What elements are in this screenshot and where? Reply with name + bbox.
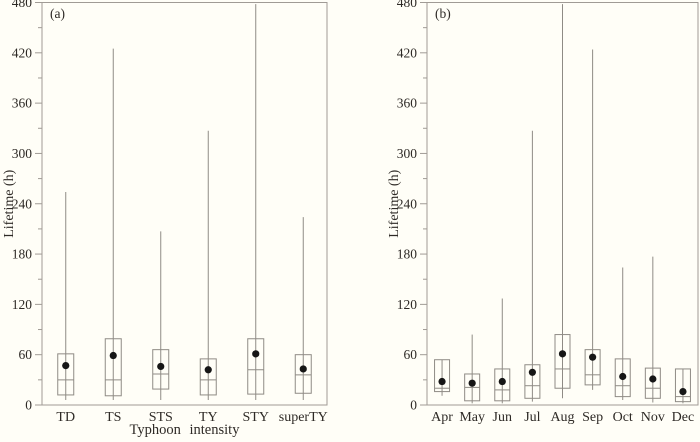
- x-category-label: STS: [149, 410, 173, 425]
- mean-dot: [589, 353, 597, 361]
- y-tick-label: 420: [12, 45, 33, 60]
- y-tick-label: 240: [397, 196, 418, 211]
- x-category-label: Jul: [524, 410, 540, 425]
- x-category-label: Nov: [641, 410, 665, 425]
- x-category-label: May: [459, 410, 485, 425]
- iqr-box: [584, 349, 601, 386]
- iqr-box: [247, 338, 265, 395]
- mean-dot: [498, 377, 506, 386]
- mean-dot: [252, 350, 260, 358]
- panel-label: (a): [50, 6, 65, 21]
- mean-dot: [679, 387, 687, 396]
- mean-dot: [109, 351, 117, 360]
- iqr-box: [434, 359, 451, 393]
- x-category-label: Dec: [672, 410, 695, 425]
- y-tick-label: 480: [397, 0, 418, 10]
- y-tick-label: 360: [397, 96, 418, 111]
- x-axis-title: Typhoon intensity: [130, 422, 241, 437]
- y-axis-title: Lifetime (h): [387, 169, 402, 237]
- y-axis-title: Lifetime (h): [2, 169, 17, 237]
- iqr-box: [104, 338, 122, 397]
- x-category-label: TS: [105, 410, 121, 425]
- iqr-box: [554, 334, 571, 389]
- iqr-box: [57, 353, 75, 396]
- x-category-label: TD: [56, 410, 75, 425]
- mean-dot: [528, 368, 536, 376]
- x-category-label: superTY: [279, 410, 328, 425]
- iqr-box: [644, 367, 661, 399]
- panel-label: (b): [435, 6, 451, 21]
- y-tick-label: 240: [12, 196, 33, 211]
- y-tick-label: 60: [19, 347, 33, 362]
- iqr-box: [152, 349, 170, 390]
- mean-dot: [558, 350, 567, 358]
- mean-dot: [649, 375, 657, 383]
- iqr-box: [674, 368, 691, 403]
- y-tick-label: 120: [12, 297, 33, 312]
- iqr-box: [199, 358, 217, 396]
- x-category-label: STY: [243, 410, 269, 425]
- y-tick-label: 120: [397, 297, 418, 312]
- x-category-label: Aug: [550, 410, 574, 425]
- y-tick-label: 0: [25, 398, 32, 413]
- y-tick-label: 420: [397, 45, 418, 60]
- x-category-label: Oct: [613, 410, 633, 425]
- x-category-label: Jun: [493, 410, 512, 425]
- y-tick-label: 60: [404, 347, 418, 362]
- iqr-box: [494, 368, 511, 402]
- y-tick-label: 180: [397, 247, 418, 262]
- iqr-box: [524, 364, 541, 399]
- y-tick-label: 0: [410, 398, 417, 413]
- mean-dot: [438, 377, 446, 386]
- y-tick-label: 300: [12, 146, 33, 161]
- y-tick-label: 480: [12, 0, 33, 10]
- x-category-label: Apr: [431, 410, 453, 425]
- x-category-label: Sep: [582, 410, 603, 425]
- mean-dot: [157, 362, 165, 371]
- y-tick-label: 360: [12, 96, 33, 111]
- iqr-box: [614, 358, 631, 398]
- y-tick-label: 180: [12, 247, 33, 262]
- mean-dot: [619, 372, 627, 381]
- y-tick-label: 300: [397, 146, 418, 161]
- x-category-label: TY: [199, 410, 218, 425]
- mean-dot: [299, 365, 307, 373]
- panel-frame-a: [41, 2, 328, 406]
- iqr-box: [294, 354, 312, 394]
- mean-dot: [468, 379, 476, 387]
- mean-dot: [204, 366, 212, 374]
- mean-dot: [62, 361, 70, 370]
